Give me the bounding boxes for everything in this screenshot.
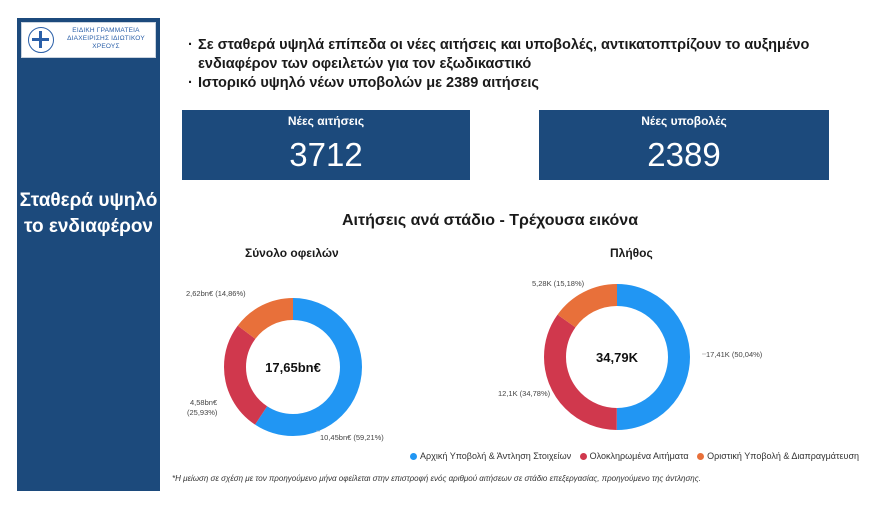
data-label: 10,45bn€ (59,21%) (320, 433, 384, 442)
legend-item: Ολοκληρωμένα Αιτήματα (579, 451, 689, 461)
logo-text: ΕΙΔΙΚΗ ΓΡΑΜΜΑΤΕΙΑ ΔΙΑΧΕΙΡΙΣΗΣ ΙΔΙΩΤΙΚΟΥ … (67, 27, 145, 50)
chart-title-debt: Σύνολο οφειλών (245, 246, 339, 260)
logo: ΕΙΔΙΚΗ ΓΡΑΜΜΑΤΕΙΑ ΔΙΑΧΕΙΡΙΣΗΣ ΙΔΙΩΤΙΚΟΥ … (21, 22, 156, 58)
legend-label: Αρχική Υποβολή & Άντληση Στοιχείων (420, 451, 572, 461)
kpi-label: Νέες αιτήσεις (287, 114, 365, 128)
section-title: Αιτήσεις ανά στάδιο - Τρέχουσα εικόνα (341, 212, 639, 229)
kpi-value: 2389 (647, 136, 721, 173)
donut-slice (224, 298, 362, 436)
donut-center-label: 17,65bn€ (265, 360, 321, 375)
kpi-label: Νέες υποβολές (641, 114, 727, 128)
emblem-icon (28, 27, 54, 53)
donut-slice (224, 298, 362, 436)
chart-legend: Αρχική Υποβολή & Άντληση Στοιχείων Ολοκλ… (410, 451, 865, 461)
kpi-card-new-applications: Νέες αιτήσεις 3712 (182, 110, 470, 180)
data-label: 17,41K (50,04%) (706, 350, 763, 359)
sidebar-panel: ΕΙΔΙΚΗ ΓΡΑΜΜΑΤΕΙΑ ΔΙΑΧΕΙΡΙΣΗΣ ΙΔΙΩΤΙΚΟΥ … (17, 18, 160, 491)
bullet-item: Ιστορικό υψηλό νέων υποβολών με 2389 αιτ… (188, 74, 830, 93)
data-label: 12,1K (34,78%) (498, 389, 551, 398)
donut-slice (544, 284, 690, 430)
legend-dot-blue (410, 453, 417, 460)
legend-label: Ολοκληρωμένα Αιτήματα (589, 451, 689, 461)
data-label: 5,28K (15,18%) (532, 279, 585, 288)
legend-dot-red (579, 453, 587, 460)
legend-label: Οριστική Υποβολή & Διαπραγμάτευση (707, 451, 860, 461)
kpi-value: 3712 (289, 136, 363, 173)
legend-item: Αρχική Υποβολή & Άντληση Στοιχείων (410, 451, 571, 461)
bullet-item: Σε σταθερά υψηλά επίπεδα οι νέες αιτήσει… (188, 36, 830, 74)
donut-slice (544, 284, 690, 430)
data-label: 2,62bn€ (14,86%) (186, 289, 246, 298)
donut-center-label: 34,79K (596, 350, 639, 365)
kpi-card-new-submissions: Νέες υποβολές 2389 (539, 110, 829, 180)
footnote: *Η μείωση σε σχέση με τον προηγούμενο μή… (172, 474, 701, 483)
bullet-list: Σε σταθερά υψηλά επίπεδα οι νέες αιτήσει… (188, 36, 830, 93)
legend-item: Οριστική Υποβολή & Διαπραγμάτευση (697, 451, 859, 461)
chart-title-count: Πλήθος (610, 246, 653, 260)
sidebar-title: Σταθερά υψηλό το ενδιαφέρον (19, 190, 158, 237)
data-label: 4,58bn€ (25,93%) (187, 398, 218, 417)
legend-dot-orange (697, 453, 705, 460)
